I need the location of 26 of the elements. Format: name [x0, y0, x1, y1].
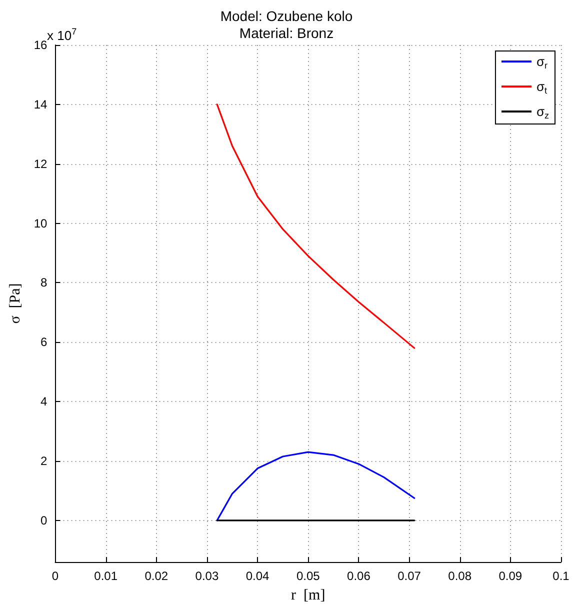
line-series — [216, 451, 416, 522]
y-tick-label: 4 — [40, 394, 48, 409]
y-tick-label: 12 — [34, 156, 48, 171]
x-tick-label: 0.08 — [448, 569, 472, 583]
x-tick-label: 0.03 — [195, 569, 219, 583]
y-tick-label: 14 — [34, 97, 48, 112]
y-tick-label: 6 — [40, 335, 48, 350]
x-tick-label: 0.09 — [498, 569, 522, 583]
y-tick-label: 16 — [34, 38, 48, 52]
x-axis-title: r [m] — [291, 588, 326, 604]
line-series — [216, 104, 416, 349]
x-tick-label: 0.1 — [552, 569, 570, 583]
chart-subtitle: Material: Bronz — [239, 25, 334, 41]
y-tick-label: 8 — [40, 276, 48, 290]
y-tick-label: 0 — [40, 513, 48, 528]
x-tick-label: 0.01 — [94, 569, 118, 583]
x-tick-label: 0.05 — [296, 569, 320, 583]
y-axis-title: σ [Pa] — [8, 283, 24, 324]
x-tick-label: 0.04 — [246, 569, 270, 583]
x-tick-label: 0 — [52, 569, 59, 583]
y-tick-label: 10 — [34, 216, 48, 230]
x-tick-label: 0.02 — [144, 569, 168, 583]
x-tick-label: 0.06 — [347, 569, 371, 583]
chart-title: Model: Ozubene kolo — [220, 8, 353, 24]
y-tick-label: 2 — [40, 454, 48, 468]
x-tick-label: 0.07 — [398, 569, 422, 583]
